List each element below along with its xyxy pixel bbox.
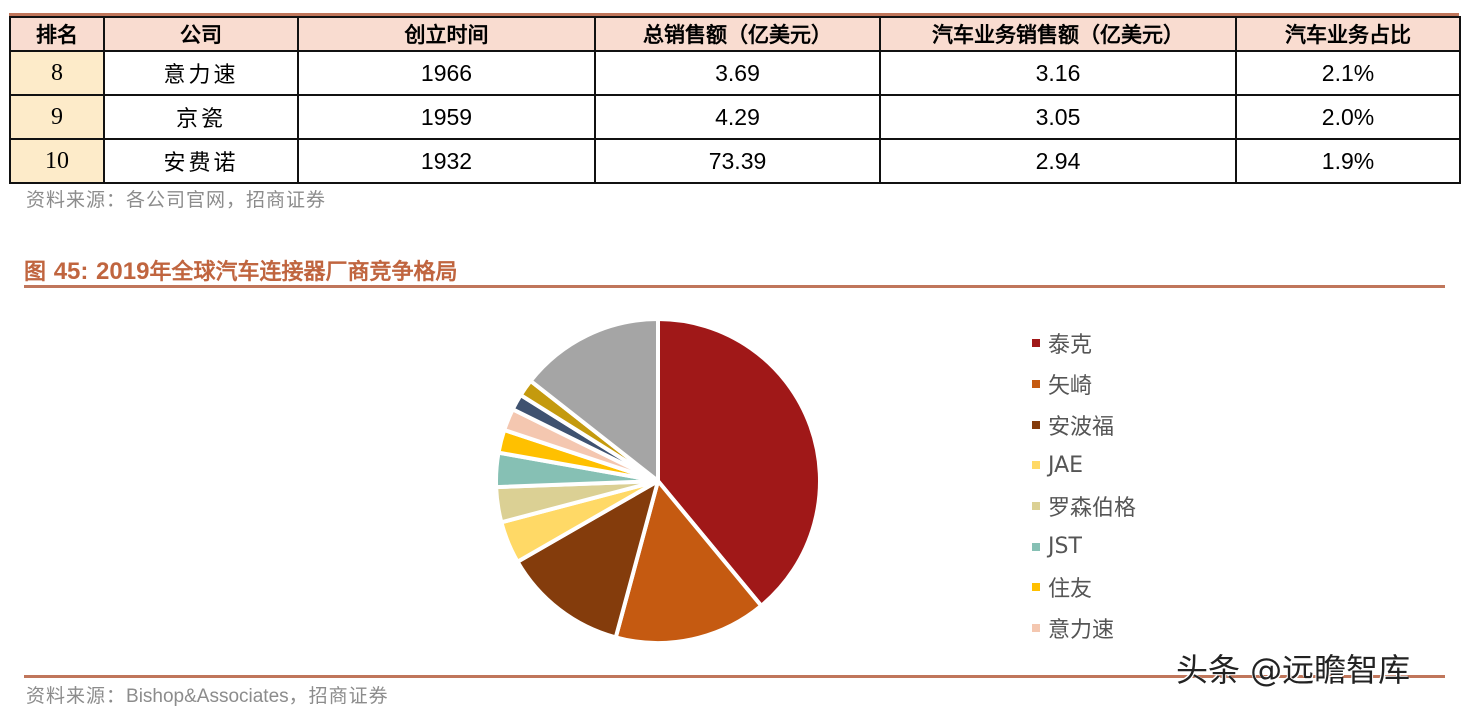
legend-swatch-icon: [1032, 461, 1040, 470]
cell-total-sales: 3.69: [594, 50, 881, 96]
header-auto-sales: 汽车业务销售额（亿美元）: [879, 16, 1237, 52]
legend-swatch-icon: [1032, 420, 1040, 429]
pie-svg: [494, 317, 822, 645]
legend-swatch-icon: [1032, 583, 1040, 592]
figure-title-rule: [24, 285, 1445, 288]
table-row: 8 意力速 1966 3.69 3.16 2.1%: [9, 50, 1461, 96]
cell-rank: 8: [9, 50, 105, 96]
figure-title-text: 年全球汽车连接器厂商竞争格局: [149, 260, 458, 285]
legend-swatch-icon: [1032, 624, 1040, 633]
table-top-rule: [9, 13, 1459, 16]
legend-swatch-icon: [1032, 380, 1040, 389]
legend-label: JST: [1048, 534, 1082, 560]
legend-swatch-icon: [1032, 339, 1040, 348]
pie-slice-泰克: [656, 317, 822, 608]
pie-slice-矢崎: [613, 479, 764, 645]
cell-founded: 1966: [297, 50, 596, 96]
legend-item: 矢崎: [1032, 364, 1136, 405]
chart-legend: 泰克矢崎安波福 JAE 罗森伯格 JST 住友意力速: [1032, 323, 1136, 649]
cell-company: 安费诺: [103, 138, 299, 184]
cell-auto-sales: 2.94: [879, 138, 1237, 184]
legend-label: 矢崎: [1048, 374, 1093, 400]
legend-label: 泰克: [1048, 333, 1093, 359]
header-rank: 排名: [9, 16, 105, 52]
figure-bottom-rule: [24, 675, 1445, 678]
watermark: 头条 @远瞻智库: [1176, 651, 1411, 689]
cell-rank: 10: [9, 138, 105, 184]
cell-auto-sales: 3.05: [879, 94, 1237, 140]
cell-founded: 1932: [297, 138, 596, 184]
legend-swatch-icon: [1032, 502, 1040, 511]
table-row: 10 安费诺 1932 73.39 2.94 1.9%: [9, 138, 1461, 184]
pie-chart: [490, 313, 830, 653]
legend-item: 意力速: [1032, 608, 1136, 649]
cell-auto-share: 2.1%: [1235, 50, 1461, 96]
header-total-sales: 总销售额（亿美元）: [594, 16, 881, 52]
table-source-note: 资料来源：各公司官网，招商证券: [26, 189, 327, 211]
legend-label: 住友: [1048, 577, 1093, 603]
cell-company: 意力速: [103, 50, 299, 96]
figure-prefix: 图: [24, 260, 47, 285]
header-founded: 创立时间: [297, 16, 596, 52]
cell-founded: 1959: [297, 94, 596, 140]
figure-title: 图 45: 2019年全球汽车连接器厂商竞争格局: [24, 254, 457, 286]
source-prefix: 资料来源：: [26, 685, 127, 707]
legend-item: JST: [1032, 526, 1136, 567]
header-company: 公司: [103, 16, 299, 52]
cell-auto-sales: 3.16: [879, 50, 1237, 96]
source-suffix: ，招商证券: [288, 685, 389, 707]
legend-item: 泰克: [1032, 323, 1136, 364]
header-auto-share: 汽车业务占比: [1235, 16, 1461, 52]
pie-slice-安波福: [515, 479, 660, 640]
legend-item: 罗森伯格: [1032, 486, 1136, 527]
source-latin: Bishop&Associates: [126, 686, 289, 707]
legend-label: 安波福: [1048, 414, 1115, 440]
cell-total-sales: 4.29: [594, 94, 881, 140]
legend-label: 罗森伯格: [1048, 496, 1137, 522]
cell-company: 京瓷: [103, 94, 299, 140]
table-row: 9 京瓷 1959 4.29 3.05 2.0%: [9, 94, 1461, 140]
legend-item: 安波福: [1032, 404, 1136, 445]
cell-auto-share: 1.9%: [1235, 138, 1461, 184]
cell-rank: 9: [9, 94, 105, 140]
legend-item: 住友: [1032, 567, 1136, 608]
cell-total-sales: 73.39: [594, 138, 881, 184]
legend-label: JAE: [1048, 452, 1084, 478]
company-table: 排名 公司 创立时间 总销售额（亿美元） 汽车业务销售额（亿美元） 汽车业务占比…: [9, 16, 1461, 184]
figure-year: 2019: [96, 258, 150, 285]
legend-swatch-icon: [1032, 542, 1040, 551]
pie-slice-other-10: [528, 317, 660, 483]
legend-item: JAE: [1032, 445, 1136, 486]
figure-number: 45:: [53, 258, 89, 285]
figure-source-note: 资料来源：Bishop&Associates，招商证券: [26, 681, 389, 708]
legend-label: 意力速: [1048, 618, 1115, 644]
cell-auto-share: 2.0%: [1235, 94, 1461, 140]
table-header-row: 排名 公司 创立时间 总销售额（亿美元） 汽车业务销售额（亿美元） 汽车业务占比: [9, 16, 1461, 52]
